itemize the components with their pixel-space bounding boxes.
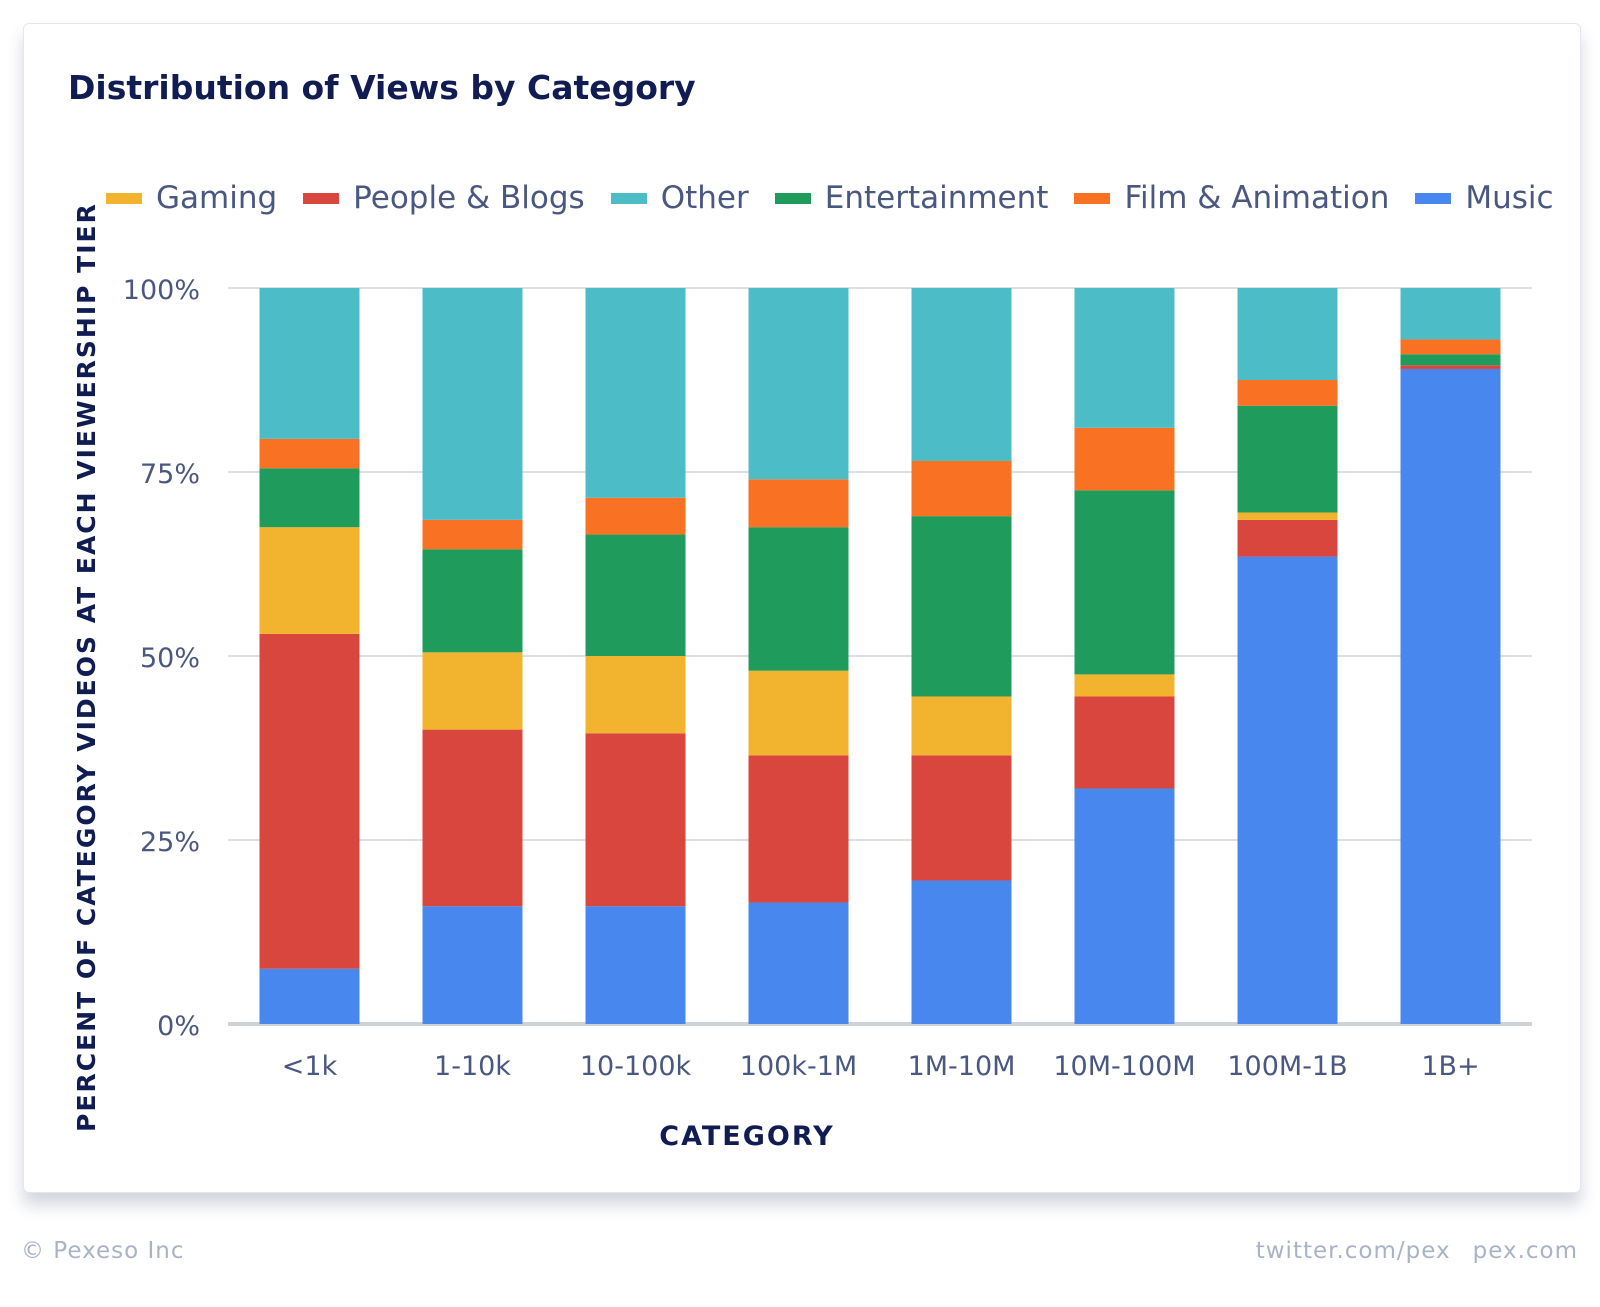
- bar-segment-film-animation: [585, 497, 686, 535]
- bar-segment-music: [585, 906, 686, 1024]
- legend-swatch: [610, 192, 647, 204]
- bar-segment-gaming: [1074, 674, 1175, 697]
- legend-item[interactable]: Gaming: [106, 180, 277, 216]
- bar-segment-gaming: [748, 670, 849, 756]
- x-tick-label: 1-10k: [434, 1051, 511, 1082]
- site-link[interactable]: pex.com: [1472, 1238, 1578, 1264]
- x-tick-label: 1M-10M: [908, 1051, 1016, 1082]
- bar-segment-people-blogs: [585, 733, 686, 907]
- bar-segment-gaming: [911, 696, 1012, 756]
- bar-segment-entertainment: [748, 527, 849, 671]
- legend-item[interactable]: Other: [610, 180, 749, 216]
- bar-segment-film-animation: [911, 460, 1012, 517]
- legend-swatch: [1415, 192, 1452, 204]
- x-tick-label: 10M-100M: [1053, 1051, 1195, 1082]
- legend-label: Music: [1465, 180, 1554, 216]
- legend-item[interactable]: Entertainment: [774, 180, 1049, 216]
- bar-segment-people-blogs: [1400, 365, 1501, 369]
- bar-segment-entertainment: [1237, 405, 1338, 513]
- bar-segment-entertainment: [911, 516, 1012, 697]
- x-tick-label: 1B+: [1421, 1051, 1479, 1082]
- bar-segment-other: [422, 288, 523, 520]
- legend-label: Gaming: [156, 180, 278, 216]
- legend-item[interactable]: Film & Animation: [1074, 180, 1389, 216]
- bar-segment-other: [748, 288, 849, 480]
- bar-segment-people-blogs: [911, 755, 1012, 881]
- x-tick-label: 10-100k: [580, 1051, 692, 1082]
- bar-segment-film-animation: [1074, 427, 1175, 491]
- bar-segment-other: [1237, 288, 1338, 380]
- x-tick-label: 100k-1M: [740, 1051, 857, 1082]
- y-tick-label: 50%: [140, 643, 200, 674]
- bar-segment-music: [422, 906, 523, 1024]
- legend-swatch: [303, 192, 340, 204]
- footer-links: twitter.com/pex pex.com: [1256, 1238, 1578, 1264]
- x-axis-title: CATEGORY: [659, 1121, 834, 1152]
- legend-label: Other: [660, 180, 749, 216]
- bar-segment-other: [585, 288, 686, 498]
- bar-segment-people-blogs: [259, 633, 360, 969]
- chart-title: Distribution of Views by Category: [68, 68, 696, 107]
- legend-swatch: [774, 192, 811, 204]
- bar-segment-entertainment: [585, 534, 686, 656]
- bar-segment-music: [1400, 368, 1501, 1025]
- bar-segment-entertainment: [259, 468, 360, 528]
- legend-item[interactable]: People & Blogs: [303, 180, 585, 216]
- legend-item[interactable]: Music: [1415, 180, 1554, 216]
- bar-segment-other: [1400, 288, 1501, 340]
- bar-segment-entertainment: [1400, 354, 1501, 366]
- y-tick-label: 0%: [157, 1011, 200, 1042]
- bar-segment-people-blogs: [422, 729, 523, 907]
- bar-segment-music: [1237, 556, 1338, 1024]
- bar-segment-music: [1074, 788, 1175, 1024]
- bar-segment-music: [911, 880, 1012, 1024]
- legend-label: Entertainment: [824, 180, 1049, 216]
- bar-segment-gaming: [585, 656, 686, 734]
- bar-segment-entertainment: [1074, 490, 1175, 675]
- bar-segment-gaming: [1237, 512, 1338, 520]
- y-tick-label: 100%: [123, 275, 200, 306]
- chart-legend: Gaming People & Blogs Other Entertainment Fi…: [106, 180, 1580, 216]
- twitter-link[interactable]: twitter.com/pex: [1255, 1238, 1451, 1264]
- bar-segment-film-animation: [259, 438, 360, 469]
- bar-segment-film-animation: [1400, 339, 1501, 355]
- bar-segment-other: [911, 288, 1012, 461]
- bar-segment-people-blogs: [1074, 696, 1175, 789]
- bar-segment-gaming: [259, 527, 360, 634]
- bar-segment-film-animation: [1237, 380, 1338, 406]
- y-tick-label: 25%: [140, 827, 200, 858]
- y-tick-label: 75%: [140, 459, 200, 490]
- bar-segment-music: [748, 902, 849, 1024]
- legend-swatch: [106, 192, 142, 204]
- bar-segment-music: [259, 968, 360, 1024]
- y-axis-title: PERCENT OF CATEGORY VIDEOS AT EACH VIEWE…: [72, 202, 101, 1132]
- legend-label: People & Blogs: [353, 180, 585, 216]
- bar-segment-film-animation: [422, 519, 523, 550]
- footer-copyright: © Pexeso Inc: [21, 1238, 185, 1264]
- legend-swatch: [1074, 192, 1111, 204]
- bar-segment-gaming: [422, 652, 523, 730]
- legend-label: Film & Animation: [1124, 180, 1390, 216]
- bar-segment-other: [259, 288, 360, 439]
- bar-segment-other: [1074, 288, 1175, 428]
- x-tick-label: <1k: [282, 1051, 338, 1082]
- bar-segment-people-blogs: [748, 755, 849, 903]
- bar-segment-entertainment: [422, 549, 523, 653]
- bar-segment-people-blogs: [1237, 519, 1338, 557]
- x-tick-label: 100M-1B: [1227, 1051, 1347, 1082]
- bar-segment-film-animation: [748, 479, 849, 528]
